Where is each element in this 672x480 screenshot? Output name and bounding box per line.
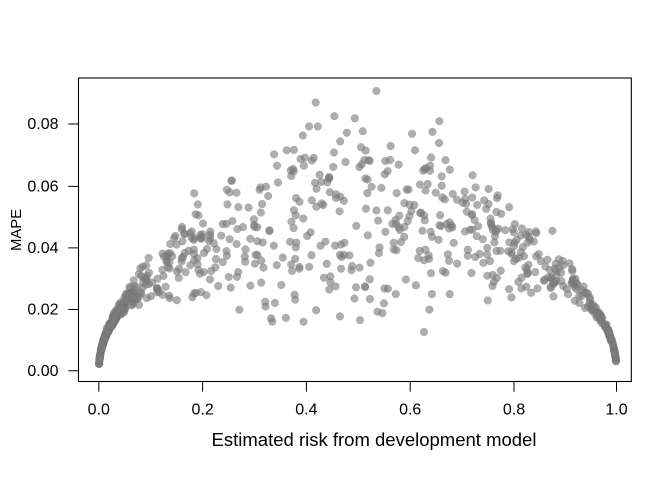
svg-text:0.8: 0.8 [503,402,525,419]
svg-text:0.2: 0.2 [191,402,213,419]
svg-text:MAPE: MAPE [9,209,25,251]
svg-text:0.08: 0.08 [27,116,58,133]
svg-text:0.0: 0.0 [88,402,110,419]
svg-text:Estimated risk from developmen: Estimated risk from development model [212,429,537,450]
svg-text:1.0: 1.0 [605,402,627,419]
svg-text:0.6: 0.6 [399,402,421,419]
svg-text:0.00: 0.00 [27,363,58,380]
svg-text:0.04: 0.04 [27,240,58,257]
svg-text:0.4: 0.4 [295,402,317,419]
svg-text:0.06: 0.06 [27,179,58,196]
svg-text:0.02: 0.02 [27,302,58,319]
